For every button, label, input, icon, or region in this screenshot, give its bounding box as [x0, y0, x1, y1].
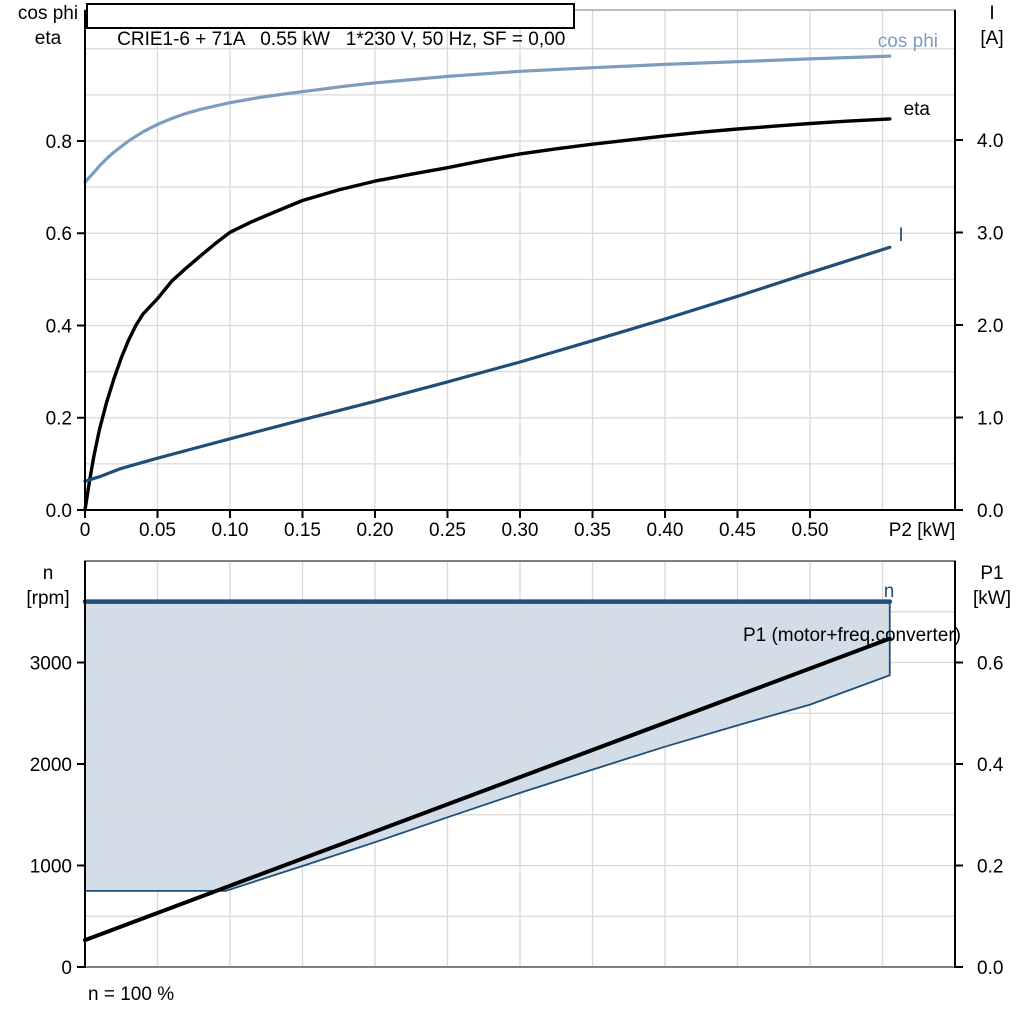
y-left-tick-label: 0.2 [46, 409, 72, 430]
y-left-tick-label: 1000 [30, 857, 72, 878]
y-right-tick-label: 0.2 [977, 857, 1003, 878]
x-tick-label: 0.10 [212, 520, 249, 541]
series-eta [83, 117, 892, 512]
y-left-tick-label: 0.6 [46, 224, 72, 245]
curve-label-n: n [884, 581, 895, 602]
x-tick-label: 0.25 [429, 520, 466, 541]
curve-label-cos_phi: cos phi [878, 31, 938, 52]
x-tick-label: 0.45 [719, 520, 756, 541]
x-tick-label: 0.40 [647, 520, 684, 541]
curve-label-current: I [898, 225, 903, 246]
y-left-tick-label: 0 [61, 958, 72, 979]
y-right-tick-label: 2.0 [977, 316, 1003, 337]
x-tick-label: 0.15 [284, 520, 321, 541]
y-right-tick-label: 0.6 [977, 654, 1003, 675]
y-right-tick-label: 1.0 [977, 408, 1003, 429]
y-left-tick-label: 0.0 [46, 501, 72, 522]
x-tick-label: 0.30 [502, 520, 539, 541]
operating-range-shade [85, 601, 890, 891]
left-axis-title-line1: n [42, 563, 54, 584]
x-tick-label: 0.05 [139, 520, 176, 541]
curve-label-eta: eta [904, 99, 931, 120]
chart-title-box: CRIE1-6 + 71A 0.55 kW 1*230 V, 50 Hz, SF… [86, 3, 576, 50]
series-min_boundary [84, 674, 891, 892]
curve-label-p1: P1 (motor+freq.converter) [743, 625, 961, 646]
y-left-tick-label: 2000 [30, 755, 72, 776]
bottom-chart-right-axis-title: P1 [kW] [960, 561, 1024, 611]
left-axis-title-line1: cos phi [17, 3, 79, 24]
left-axis-title-line2: [rpm] [26, 588, 70, 609]
right-axis-title-line1: P1 [980, 563, 1004, 584]
speed-footnote: n = 100 % [88, 984, 175, 1005]
right-axis-title-line2: [kW] [973, 588, 1011, 609]
x-tick-label: 0.20 [357, 520, 394, 541]
y-left-tick-label: 3000 [30, 654, 72, 675]
top-chart-right-axis-title: I [A] [960, 1, 1024, 51]
y-right-tick-label: 0.0 [977, 958, 1003, 979]
y-left-tick-label: 0.4 [46, 316, 73, 337]
series-p1 [83, 636, 892, 943]
x-tick-label: 0.50 [792, 520, 829, 541]
left-axis-title-line2: eta [34, 28, 62, 49]
series-cos_phi [83, 54, 892, 184]
top-chart-left-axis-title: cos phi eta [8, 1, 88, 51]
x-tick-label: 0 [80, 520, 91, 541]
y-left-tick-label: 0.8 [46, 132, 72, 153]
y-right-tick-label: 4.0 [977, 131, 1003, 152]
chart-title: CRIE1-6 + 71A 0.55 kW 1*230 V, 50 Hz, SF… [117, 29, 566, 50]
y-right-tick-label: 0.0 [977, 501, 1003, 522]
y-right-tick-label: 3.0 [977, 223, 1003, 244]
x-axis-unit-label: P2 [kW] [889, 520, 956, 541]
x-tick-label: 0.35 [574, 520, 611, 541]
right-axis-title-line1: I [989, 3, 995, 24]
right-axis-title-line2: [A] [980, 28, 1004, 49]
bottom-chart-left-axis-title: n [rpm] [8, 561, 88, 611]
y-right-tick-label: 0.4 [977, 755, 1004, 776]
series-current [83, 245, 892, 483]
